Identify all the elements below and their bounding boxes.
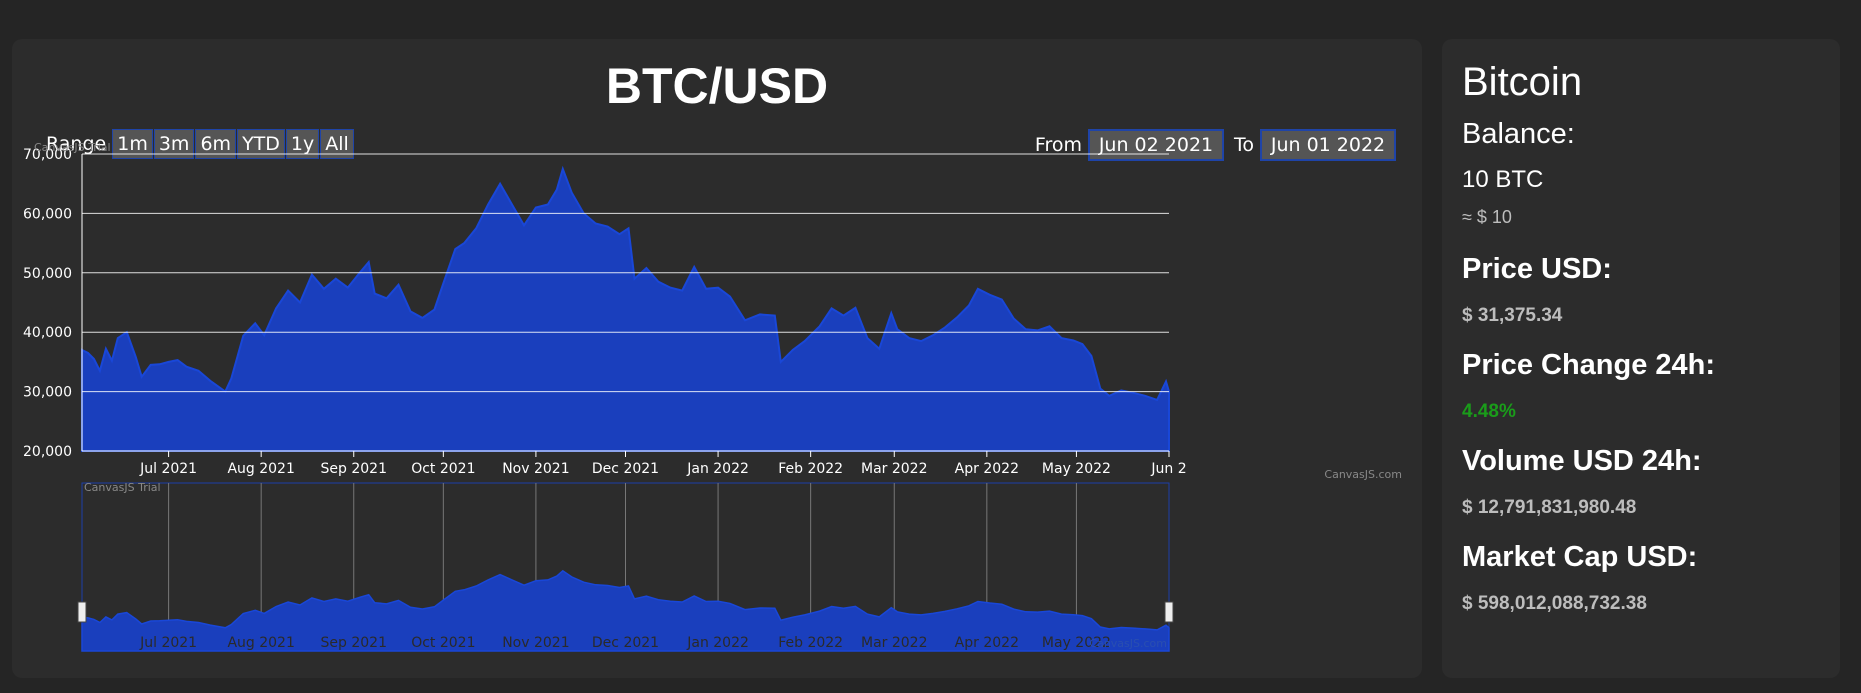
x-tick-label: Nov 2021: [502, 461, 569, 477]
navigator-tick-label: Nov 2021: [502, 635, 569, 651]
to-date-input[interactable]: [1260, 129, 1396, 161]
y-tick-label: 60,000: [23, 206, 72, 222]
navigator-tick-label: Mar 2022: [861, 635, 928, 651]
balance-value: 10 BTC: [1462, 166, 1544, 193]
x-tick-label: Aug 2021: [227, 461, 294, 477]
navigator-right-handle[interactable]: [1164, 601, 1174, 623]
navigator-watermark-trial: CanvasJS Trial: [84, 481, 161, 494]
x-tick-label: Apr 2022: [955, 461, 1019, 477]
navigator-tick-label: Feb 2022: [778, 635, 843, 651]
y-tick-label: 40,000: [23, 325, 72, 341]
volume-value: $ 12,791,831,980.48: [1462, 497, 1637, 518]
date-range-inputs: From To: [1025, 129, 1396, 161]
x-tick-label: Mar 2022: [861, 461, 928, 477]
y-tick-label: 70,000: [23, 147, 72, 163]
navigator-tick-label: Sep 2021: [321, 635, 387, 651]
navigator[interactable]: Jul 2021 Aug 2021 Sep 2021 Oct 2021 Nov 2021…: [77, 481, 1174, 652]
x-tick-label: Jul 2021: [139, 461, 197, 477]
x-tick-label: Feb 2022: [778, 461, 843, 477]
navigator-watermark-site: CanvasJS.com: [1089, 637, 1167, 650]
watermark-site: CanvasJS.com: [1324, 468, 1402, 481]
navigator-tick-label: Oct 2021: [411, 635, 475, 651]
y-tick-label: 20,000: [23, 444, 72, 460]
range-label: Range: [46, 133, 107, 155]
x-tick-label: Jan 2022: [686, 461, 749, 477]
navigator-left-handle[interactable]: [77, 601, 87, 623]
navigator-tick-label: Jul 2021: [139, 635, 197, 651]
navigator-tick-label: Aug 2021: [227, 635, 294, 651]
market-cap-value: $ 598,012,088,732.38: [1462, 593, 1647, 614]
y-tick-label: 30,000: [23, 385, 72, 401]
price-usd-value: $ 31,375.34: [1462, 305, 1563, 326]
chart-panel: BTC/USD Range 1m 3m 6m YTD 1y All From T…: [12, 39, 1422, 678]
balance-label: Balance:: [1462, 118, 1575, 150]
x-tick-label: Dec 2021: [592, 461, 659, 477]
x-tick-label: Jun 2: [1150, 461, 1186, 477]
price-chart: 20,000 30,000 40,000 50,000 60,000 70,000 Jul …: [23, 141, 1402, 652]
x-tick-label: Sep 2021: [321, 461, 387, 477]
balance-usd-value: ≈ $ 10: [1462, 207, 1512, 227]
price-area: [81, 165, 1170, 452]
volume-label: Volume USD 24h:: [1462, 445, 1702, 477]
watermark-trial: CanvasJS Trial: [34, 141, 111, 154]
market-cap-label: Market Cap USD:: [1462, 541, 1698, 573]
price-change-value: 4.48%: [1462, 401, 1516, 422]
chart-title: BTC/USD: [605, 58, 829, 114]
coin-name: Bitcoin: [1462, 60, 1583, 104]
navigator-tick-label: May 2022: [1042, 635, 1111, 651]
navigator-tick-label: Apr 2022: [955, 635, 1019, 651]
x-tick-label: Oct 2021: [411, 461, 475, 477]
navigator-tick-label: Dec 2021: [592, 635, 659, 651]
price-usd-label: Price USD:: [1462, 253, 1612, 285]
to-label: To: [1233, 134, 1254, 156]
x-tick-label: May 2022: [1042, 461, 1111, 477]
from-date-input[interactable]: [1087, 129, 1224, 161]
navigator-tick-label: Jan 2022: [686, 635, 749, 651]
y-tick-label: 50,000: [23, 266, 72, 282]
coin-info-panel: Bitcoin Balance: 10 BTC ≈ $ 10 Price USD…: [1442, 39, 1840, 678]
navigator-area: [81, 569, 1170, 652]
price-change-label: Price Change 24h:: [1462, 349, 1716, 381]
main-plot-area: 20,000 30,000 40,000 50,000 60,000 70,000 Jul …: [23, 141, 1402, 481]
from-label: From: [1034, 134, 1082, 156]
